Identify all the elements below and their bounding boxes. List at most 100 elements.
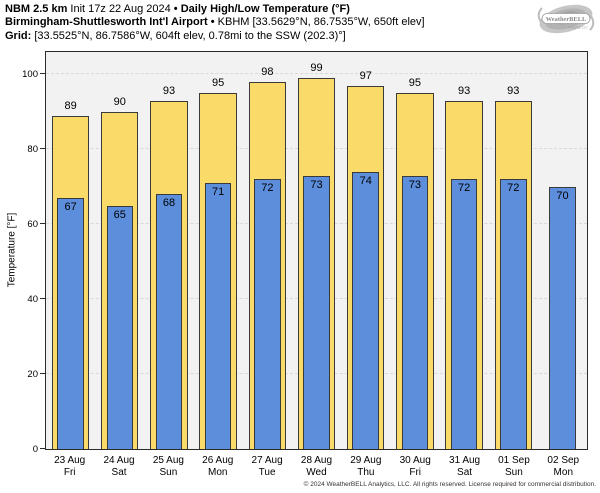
low-temp-bar [352,171,379,449]
y-tick-label: 80 [27,143,38,155]
low-temp-value: 68 [162,197,176,210]
weatherbell-logo: WeatherBELL Analytics LLC [534,0,598,45]
x-tick-label: 23 Aug Fri [45,455,94,478]
header-line-3: Grid: [33.5525°N, 86.7586°W, 604ft elev,… [5,30,425,43]
low-temp-value: 74 [359,174,372,187]
high-temp-value: 93 [507,84,520,97]
plot-area: 0 20 40 60 80 100 89 67 90 65 93 68 95 71 98 72 99 73 97 74… [22,51,588,453]
x-tick-date: 26 Aug [202,455,234,466]
bar-groups: 89 67 90 65 93 68 95 71 98 72 99 73 97 74 95 73 93 72 93 72… [46,52,587,449]
low-temp-value: 65 [113,208,126,221]
station-name: Birmingham-Shuttlesworth Int'l Airport [5,16,208,29]
x-tick-date: 30 Aug [399,455,431,466]
low-temp-bar [204,183,232,449]
weatherbell-logo-icon: WeatherBELL Analytics LLC [537,4,595,34]
x-tick-date: 24 Aug [103,455,135,466]
low-temp-bar [450,179,478,449]
x-tick-label: 31 Aug Sat [440,455,489,478]
low-temp-value: 72 [457,182,471,195]
low-temp-value: 72 [261,182,274,195]
bar-group: 95 73 [390,52,439,449]
high-temp-value: 90 [113,95,126,108]
low-temp-bar [549,186,576,449]
x-tick-day: Sat [457,466,473,478]
high-temp-value: 98 [261,65,274,78]
low-temp-value: 70 [556,189,569,202]
x-tick-label: 27 Aug Tue [242,455,291,478]
low-temp-bar [57,198,84,449]
x-tick-day: Mon [208,466,228,478]
high-temp-value: 95 [408,77,422,90]
y-axis-title: Temperature [°F] [6,212,18,288]
x-tick-day: Mon [553,466,573,478]
x-tick-label: 29 Aug Thu [341,455,390,478]
low-temp-bar [106,205,134,449]
x-tick-date: 27 Aug [251,455,283,466]
x-tick-day: Sat [111,466,127,478]
high-temp-value: 93 [457,84,471,97]
x-tick-label: 25 Aug Sun [144,455,193,478]
y-tick-label: 60 [27,218,38,230]
x-tick-label: 28 Aug Wed [292,455,341,478]
logo-subtext: Analytics LLC [568,26,588,30]
grid-coords: [33.5525°N, 86.7586°W, 604ft elev, 0.78m… [34,29,346,42]
x-tick-label: 01 Sep Sun [489,455,538,478]
y-tick-label: 0 [32,443,38,455]
y-tick-mark [40,73,45,75]
copyright-notice: © 2024 WeatherBELL Analytics, LLC. All r… [303,481,596,488]
bar-group: 93 72 [489,52,538,449]
x-tick-date: 29 Aug [350,455,382,466]
y-tick-label: 40 [27,293,38,305]
header-line-1: NBM 2.5 km Init 17z 22 Aug 2024 • Daily … [5,3,425,16]
y-tick-mark [40,298,45,300]
separator-bullet: • [173,3,178,15]
bar-group: 70 [538,52,587,449]
high-temp-value: 97 [359,69,372,82]
init-time: Init 17z 22 Aug 2024 [70,3,171,15]
x-tick-day: Sun [159,466,178,478]
x-tick-day: Fri [409,466,422,478]
high-temp-value: 95 [212,77,225,90]
gridline [46,73,587,75]
header-line-2: Birmingham-Shuttlesworth Int'l Airport •… [5,16,425,29]
x-tick-day: Fri [63,466,76,478]
low-temp-bar [155,194,183,449]
x-tick-day: Thu [357,466,375,478]
y-tick-mark [40,373,45,375]
x-tick-label: 24 Aug Sat [94,455,143,478]
chart-title: Daily High/Low Temperature (°F) [180,3,350,15]
low-temp-value: 73 [408,178,422,191]
y-tick-label: 100 [22,68,38,80]
separator-bullet: • [210,16,215,29]
bar-group: 98 72 [243,52,292,449]
x-tick-date: 31 Aug [448,455,481,466]
x-tick-day: Sun [505,466,523,478]
high-temp-value: 89 [64,99,77,112]
bar-group: 90 65 [95,52,144,449]
grid-label: Grid: [5,29,32,42]
bar-group: 89 67 [46,52,95,449]
x-axis-labels: 23 Aug Fri 24 Aug Sat 25 Aug Sun 26 Aug Mon 27 A… [45,455,588,478]
x-tick-label: 02 Sep Mon [539,455,588,478]
low-temp-bar [254,179,281,449]
x-tick-label: 26 Aug Mon [193,455,242,478]
x-tick-date: 02 Sep [547,455,580,466]
x-tick-day: Wed [306,466,327,478]
bar-group: 97 74 [341,52,390,449]
low-temp-bar [401,175,429,449]
x-tick-date: 23 Aug [54,455,86,466]
bar-group: 93 72 [440,52,489,449]
low-temp-bar [500,179,527,449]
chart-header: NBM 2.5 km Init 17z 22 Aug 2024 • Daily … [5,3,425,43]
x-tick-date: 01 Sep [498,455,530,466]
y-tick-mark [40,148,45,150]
low-temp-value: 67 [64,201,77,214]
model-name: NBM 2.5 km [5,3,68,15]
bar-group: 99 73 [292,52,341,449]
high-temp-value: 93 [162,84,176,97]
low-temp-value: 73 [310,178,323,191]
station-id: KBHM [33.5629°N, 86.7535°W, 650ft elev] [217,16,425,29]
bar-group: 95 71 [194,52,243,449]
x-tick-day: Tue [258,466,276,478]
